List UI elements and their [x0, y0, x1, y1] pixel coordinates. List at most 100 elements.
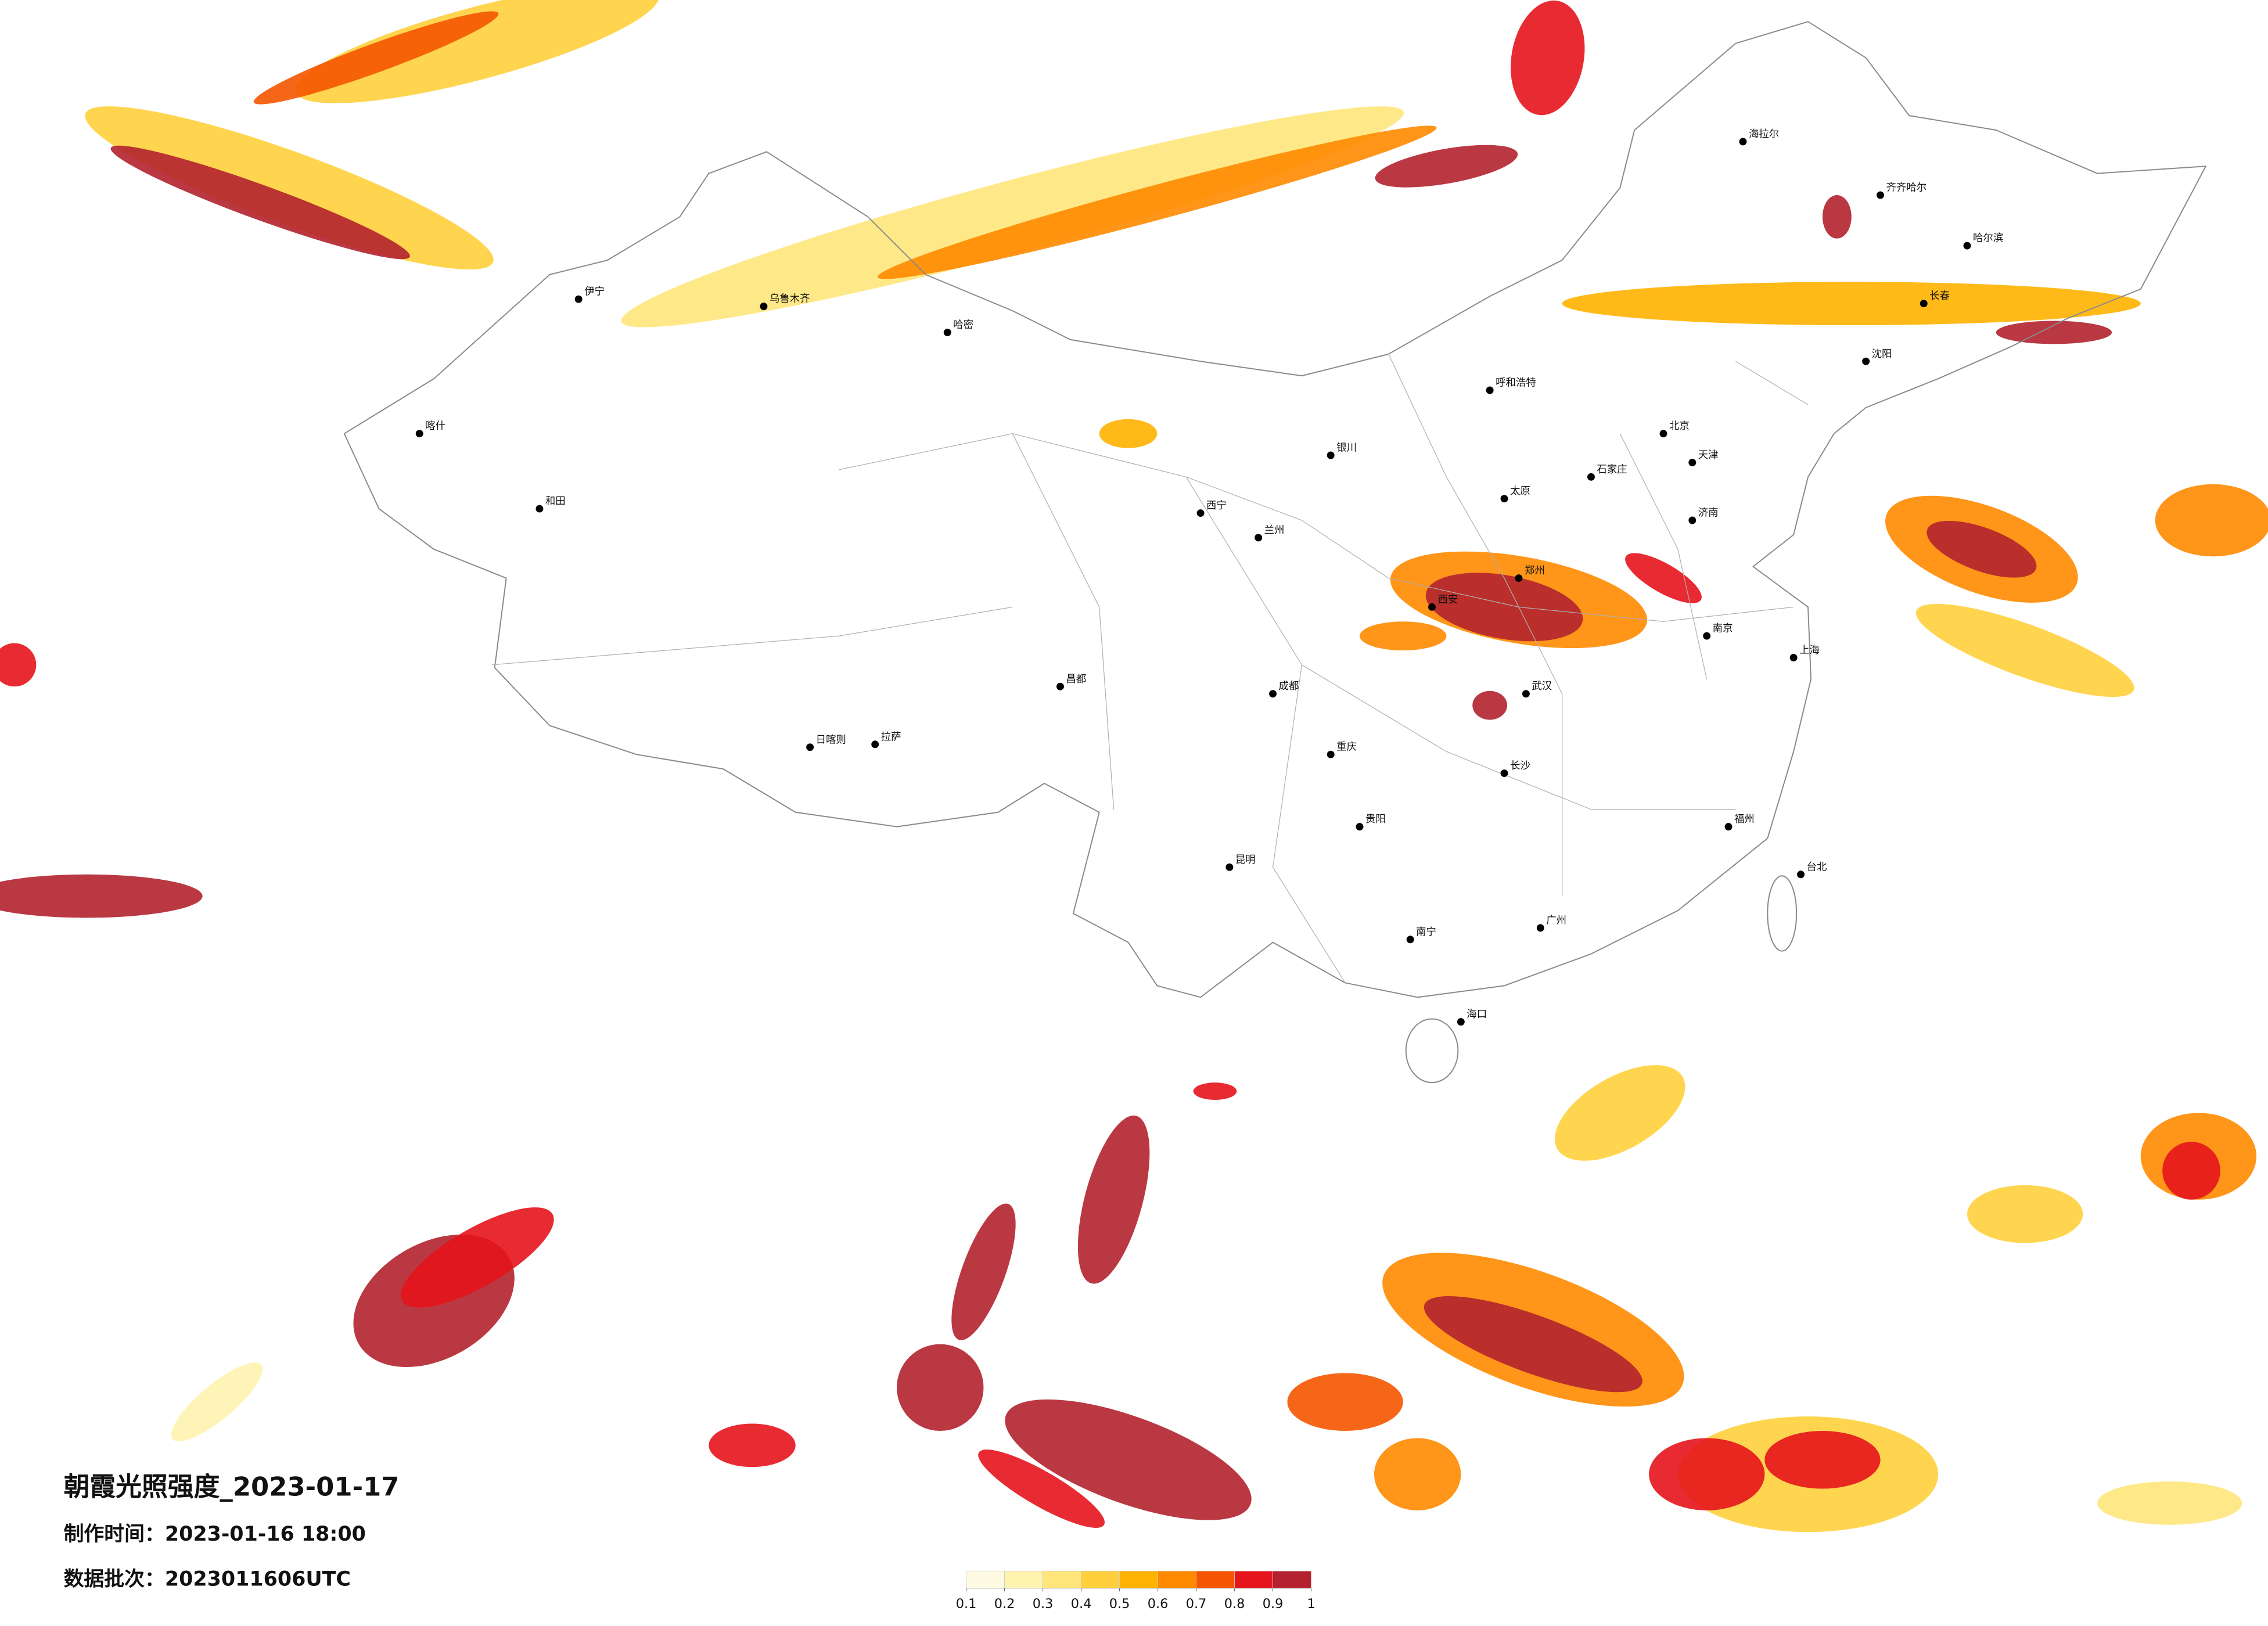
city-dot — [1797, 870, 1805, 879]
heat-blob — [171, 1362, 263, 1442]
city-dot — [1703, 632, 1711, 640]
city-label: 成都 — [1279, 681, 1299, 692]
city-dot — [1963, 242, 1971, 250]
heat-blob — [897, 1344, 984, 1431]
city-dot — [806, 743, 814, 751]
city-label: 武汉 — [1532, 681, 1552, 692]
heat-blob — [1915, 603, 2134, 697]
heat-blob — [1996, 321, 2112, 344]
city-label: 拉萨 — [881, 731, 901, 743]
city-label: 银川 — [1336, 443, 1357, 454]
city-dot — [1457, 1018, 1465, 1026]
taiwan-outline — [1767, 875, 1798, 952]
city-dot — [1500, 495, 1508, 503]
map-title: 朝霞光照强度_2023-01-17 — [64, 1472, 400, 1502]
heat-blob — [1424, 1296, 1642, 1393]
city-label: 福州 — [1734, 814, 1755, 825]
city-label: 郑州 — [1525, 565, 1545, 577]
heat-blob — [2162, 1142, 2220, 1200]
heat-blob — [1360, 621, 1447, 650]
province-lines — [491, 354, 1809, 983]
heat-blob — [2097, 1481, 2242, 1525]
city-label: 重庆 — [1336, 742, 1357, 753]
data-batch: 数据批次：2023011606UTC — [64, 1567, 351, 1591]
heat-blob — [1511, 0, 1585, 116]
city-dot — [1659, 430, 1667, 438]
city-dot — [1515, 574, 1523, 582]
heat-blob — [709, 1423, 796, 1467]
city-label: 太原 — [1510, 485, 1530, 497]
colorbar-box — [1043, 1571, 1081, 1589]
city-dot — [1877, 191, 1885, 199]
colorbar-box — [1196, 1571, 1235, 1589]
colorbar-tick-label: 0.6 — [1148, 1596, 1169, 1611]
city-label: 沈阳 — [1872, 348, 1892, 360]
colorbar-tick-label: 0.8 — [1224, 1596, 1245, 1611]
heat-blob — [1926, 520, 2037, 578]
city-label: 乌鲁木齐 — [770, 293, 810, 305]
city-dot — [1406, 936, 1414, 944]
heat-blob — [1374, 1438, 1461, 1510]
city-dot — [1688, 516, 1696, 524]
city-label: 齐齐哈尔 — [1886, 182, 1927, 194]
city-dot — [1536, 924, 1544, 932]
colorbar-tick-label: 0.5 — [1109, 1596, 1130, 1611]
heat-blob — [1822, 195, 1852, 239]
heat-blob — [2155, 484, 2268, 557]
colorbar-box — [1234, 1571, 1273, 1589]
heat-blob — [253, 11, 499, 105]
city-label: 西安 — [1437, 594, 1458, 606]
heat-blob — [978, 1449, 1105, 1528]
city-dot — [1739, 138, 1747, 146]
heat-blob — [1425, 573, 1583, 642]
city-label: 哈密 — [953, 319, 973, 331]
heat-blob — [1099, 419, 1158, 448]
city-dot — [1789, 653, 1798, 661]
heat-blob — [85, 106, 494, 269]
city-dot — [1356, 823, 1364, 831]
city-dot — [1225, 863, 1234, 871]
heat-blob — [1472, 690, 1508, 720]
city-label: 哈尔滨 — [1973, 233, 2003, 244]
colorbar: 0.1 0.2 0.3 0.4 0.5 0.6 0.7 0.8 0.9 1 — [956, 1571, 1315, 1611]
city-label: 台北 — [1807, 861, 1827, 873]
city-dot — [1196, 509, 1205, 517]
colorbar-tick-label: 0.9 — [1263, 1596, 1284, 1611]
heat-blob — [1967, 1185, 2083, 1243]
city-label: 上海 — [1799, 645, 1820, 656]
colorbar-tick-label: 0.1 — [956, 1596, 977, 1611]
heat-blob — [1625, 553, 1702, 603]
city-label: 贵阳 — [1365, 814, 1386, 825]
city-label: 昌都 — [1066, 674, 1086, 685]
heat-blob — [401, 1207, 554, 1308]
heat-blob — [951, 1203, 1016, 1340]
city-dot — [574, 295, 583, 303]
colorbar-tick-label: 0.7 — [1186, 1596, 1207, 1611]
heat-blob — [878, 125, 1437, 279]
city-label: 西宁 — [1206, 500, 1227, 512]
city-dot — [1428, 603, 1436, 611]
heat-blob — [110, 145, 410, 260]
heat-layer — [0, 0, 2268, 1533]
city-label: 呼和浩特 — [1496, 377, 1536, 389]
heat-blob — [1649, 1438, 1765, 1510]
city-label: 天津 — [1698, 449, 1719, 461]
city-dot — [1327, 750, 1335, 758]
city-dot — [760, 303, 768, 311]
city-label: 海口 — [1467, 1009, 1487, 1020]
city-label: 昆明 — [1235, 854, 1256, 866]
colorbar-tick-label: 0.3 — [1033, 1596, 1054, 1611]
city-label: 北京 — [1669, 420, 1690, 432]
city-label: 兰州 — [1264, 524, 1285, 536]
city-label: 海拉尔 — [1749, 128, 1779, 140]
heat-blob — [1375, 145, 1518, 188]
made-time: 制作时间：2023-01-16 18:00 — [64, 1523, 366, 1546]
city-dot — [1255, 534, 1263, 542]
city-dot — [1486, 386, 1494, 394]
city-label: 南宁 — [1416, 926, 1436, 938]
city-dot — [1269, 690, 1277, 698]
heat-blob — [1287, 1373, 1403, 1431]
city-dot — [1724, 823, 1733, 831]
